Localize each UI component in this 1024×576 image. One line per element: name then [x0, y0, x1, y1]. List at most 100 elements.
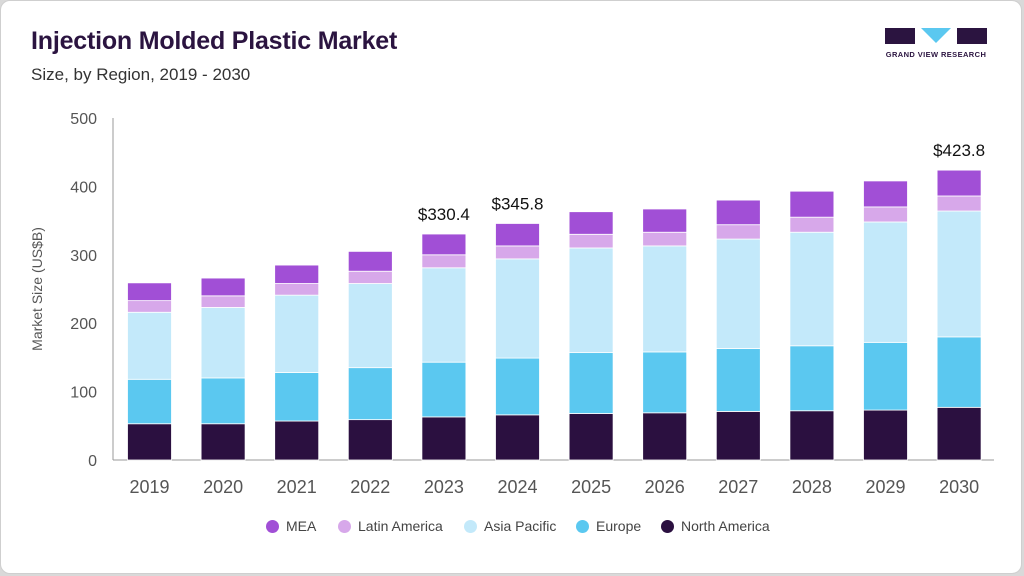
bar-segment-north-america — [495, 414, 540, 461]
bar-segment-mea — [347, 250, 393, 272]
logo-text: GRAND VIEW RESEARCH — [885, 50, 987, 59]
bar-segment-mea — [863, 180, 908, 208]
bar-segment-asia-pacific — [642, 245, 688, 353]
bar-segment-europe — [421, 361, 467, 418]
x-tick-label: 2022 — [350, 477, 390, 497]
bar-segment-asia-pacific — [495, 258, 540, 359]
bar-segment-latin-america — [715, 224, 761, 240]
bar-segment-mea — [936, 169, 982, 197]
x-tick-label: 2021 — [277, 477, 317, 497]
x-tick-label: 2025 — [571, 477, 611, 497]
y-tick-label: 400 — [70, 179, 97, 196]
y-tick-label: 100 — [70, 385, 97, 402]
legend-label: Latin America — [358, 518, 443, 534]
bar-segment-asia-pacific — [127, 311, 172, 380]
bar-segment-europe — [127, 378, 172, 425]
bar-segment-latin-america — [200, 295, 246, 308]
bar-segment-mea — [568, 211, 614, 235]
bar-segment-latin-america — [274, 283, 320, 296]
bar-segment-north-america — [715, 411, 761, 461]
total-value-label: $345.8 — [492, 194, 544, 213]
bar-segment-mea — [200, 277, 246, 297]
bar-segment-latin-america — [936, 195, 982, 212]
bar-segment-asia-pacific — [200, 307, 246, 379]
bar-segment-europe — [715, 348, 761, 412]
bar-segment-north-america — [200, 423, 246, 461]
y-tick-label: 500 — [70, 111, 97, 128]
bar-segment-north-america — [421, 416, 467, 461]
x-tick-label: 2019 — [129, 477, 169, 497]
bar-segment-europe — [495, 357, 540, 416]
bar-segment-north-america — [642, 412, 688, 461]
bar-segment-north-america — [568, 413, 614, 461]
bar-segment-mea — [127, 282, 172, 302]
y-tick-label: 200 — [70, 316, 97, 333]
bar-segment-asia-pacific — [863, 221, 908, 343]
bar-segment-europe — [863, 341, 908, 411]
bar-segment-asia-pacific — [936, 210, 982, 338]
x-tick-label: 2030 — [939, 477, 979, 497]
y-tick-label: 300 — [70, 248, 97, 265]
bar-segment-north-america — [789, 410, 835, 461]
legend-swatch — [266, 519, 279, 533]
bar-segment-asia-pacific — [789, 231, 835, 347]
bar-segment-latin-america — [495, 245, 540, 260]
total-value-label: $423.8 — [933, 141, 985, 160]
bar-segment-north-america — [863, 409, 908, 461]
bar-segment-europe — [642, 351, 688, 414]
legend-swatch — [464, 519, 477, 533]
total-value-label: $330.4 — [418, 205, 470, 224]
bar-segment-mea — [495, 223, 540, 247]
x-tick-label: 2027 — [718, 477, 758, 497]
legend-label: MEA — [286, 518, 317, 534]
chart-title: Injection Molded Plastic Market — [31, 27, 398, 55]
legend-label: Europe — [596, 518, 642, 534]
bar-segment-europe — [347, 367, 393, 421]
bar-segment-asia-pacific — [568, 247, 614, 354]
grand-view-research-logo — [885, 28, 987, 44]
bar-segment-north-america — [274, 420, 320, 461]
x-tick-label: 2029 — [865, 477, 905, 497]
chart-legend: MEA Latin America Asia Pacific Europe North … — [0, 514, 1024, 538]
bar-segment-latin-america — [642, 231, 688, 247]
x-tick-label: 2026 — [645, 477, 685, 497]
bar-segment-north-america — [347, 419, 393, 461]
x-tick-label: 2020 — [203, 477, 243, 497]
bar-segment-mea — [715, 199, 761, 226]
bar-segment-asia-pacific — [421, 267, 467, 363]
bar-segment-europe — [274, 372, 320, 422]
legend-item-asia-pacific: Asia Pacific — [464, 514, 556, 538]
bar-segment-north-america — [127, 423, 172, 461]
legend-item-latin-america: Latin America — [338, 514, 443, 538]
x-tick-label: 2024 — [497, 477, 537, 497]
legend-item-north-america: North America — [661, 514, 770, 538]
legend-label: Asia Pacific — [484, 518, 557, 534]
chart-subtitle: Size, by Region, 2019 - 2030 — [31, 65, 251, 84]
bar-segment-mea — [789, 190, 835, 218]
bar-segment-latin-america — [789, 216, 835, 233]
bar-segment-north-america — [936, 406, 982, 461]
legend-swatch — [661, 519, 674, 533]
bar-segment-europe — [568, 352, 614, 414]
x-tick-label: 2028 — [792, 477, 832, 497]
bar-segment-mea — [421, 233, 467, 256]
bar-segment-latin-america — [347, 270, 393, 284]
bar-segment-europe — [789, 345, 835, 412]
legend-swatch — [576, 519, 589, 533]
legend-item-mea: MEA — [266, 514, 316, 538]
bar-segment-latin-america — [568, 233, 614, 249]
bar-segment-asia-pacific — [274, 294, 320, 373]
legend-swatch — [338, 519, 351, 533]
y-tick-label: 0 — [88, 453, 97, 470]
bar-segment-asia-pacific — [715, 238, 761, 349]
x-tick-label: 2023 — [424, 477, 464, 497]
bar-segment-latin-america — [421, 254, 467, 269]
legend-label: North America — [681, 518, 770, 534]
bar-segment-latin-america — [127, 300, 172, 313]
y-axis-title: Market Size (US$B) — [29, 227, 45, 351]
bar-segment-europe — [936, 336, 982, 408]
bar-segment-mea — [274, 264, 320, 284]
bar-segment-latin-america — [863, 206, 908, 223]
bar-segment-europe — [200, 377, 246, 425]
